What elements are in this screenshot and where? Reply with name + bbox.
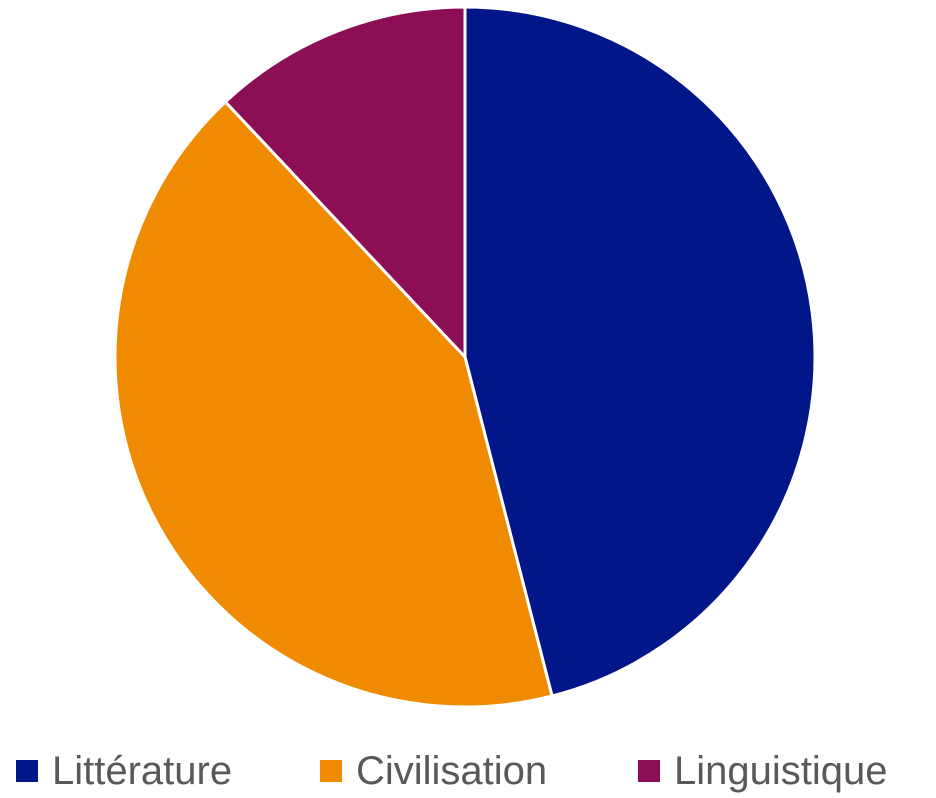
legend-label-linguistique: Linguistique — [674, 749, 888, 793]
pie-slice-linguistique — [223, 5, 467, 359]
pie-slice-litterature — [463, 5, 817, 698]
legend-label-civilisation: Civilisation — [356, 749, 548, 793]
legend-swatch-linguistique — [638, 760, 660, 782]
legend-item-linguistique: Linguistique — [638, 748, 888, 794]
legend-item-litterature: Littérature — [16, 748, 232, 794]
legend-item-civilisation: Civilisation — [320, 748, 547, 794]
legend-swatch-civilisation — [320, 760, 342, 782]
legend-swatch-litterature — [16, 760, 38, 782]
pie-slice-civilisation — [113, 100, 554, 709]
legend: Littérature Civilisation Linguistique — [0, 748, 936, 794]
pie-chart — [113, 5, 817, 709]
legend-label-litterature: Littérature — [52, 749, 233, 793]
